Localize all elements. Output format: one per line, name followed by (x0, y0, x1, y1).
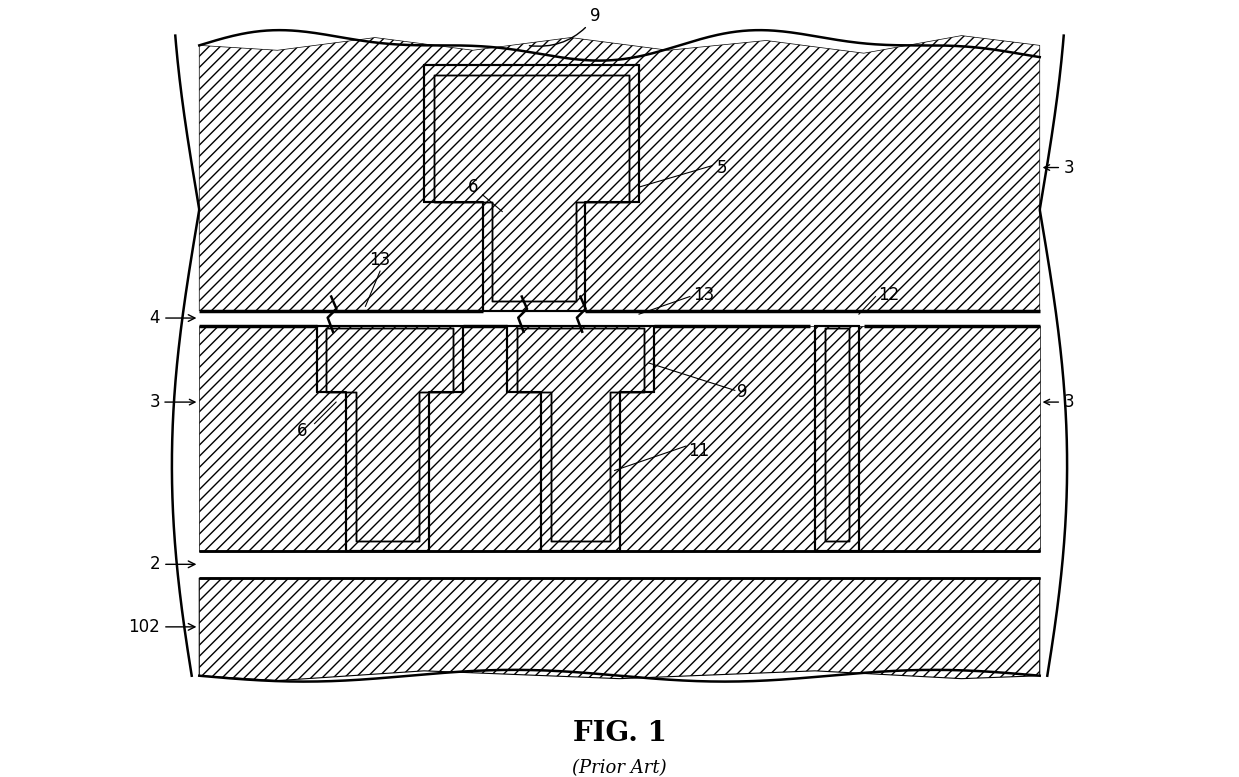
Polygon shape (517, 328, 644, 541)
Polygon shape (507, 326, 654, 551)
Polygon shape (424, 65, 639, 312)
Polygon shape (199, 578, 1040, 681)
Text: 5: 5 (717, 159, 727, 176)
Text: (Prior Art): (Prior Art) (572, 759, 667, 777)
Polygon shape (507, 326, 654, 551)
Text: 3: 3 (1064, 393, 1074, 411)
Polygon shape (199, 551, 1040, 578)
Text: FIG. 1: FIG. 1 (572, 720, 667, 747)
Text: 13: 13 (693, 286, 714, 304)
Text: 6: 6 (296, 423, 307, 441)
Polygon shape (326, 328, 453, 541)
Polygon shape (825, 328, 849, 541)
Text: 9: 9 (529, 7, 601, 46)
Polygon shape (815, 326, 859, 551)
Polygon shape (316, 326, 463, 551)
Text: 13: 13 (369, 252, 390, 270)
Polygon shape (424, 65, 639, 312)
Polygon shape (199, 36, 1040, 312)
Text: 2: 2 (150, 556, 195, 573)
Text: 4: 4 (150, 309, 195, 327)
Text: 11: 11 (688, 442, 709, 460)
Polygon shape (434, 75, 629, 301)
Text: 9: 9 (737, 383, 747, 401)
Text: 3: 3 (150, 393, 160, 411)
Polygon shape (316, 326, 463, 551)
Text: 6: 6 (467, 178, 478, 196)
Text: 3: 3 (1064, 159, 1074, 176)
Polygon shape (199, 312, 1040, 326)
Polygon shape (815, 326, 859, 551)
Text: 12: 12 (878, 286, 900, 304)
Polygon shape (199, 326, 1040, 551)
Text: 102: 102 (129, 618, 195, 636)
